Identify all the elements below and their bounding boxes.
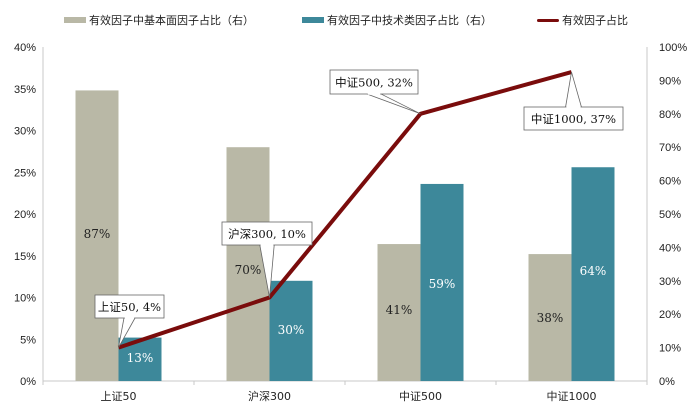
callout-label: 中证1000, 37%: [531, 112, 616, 126]
category-label: 上证50: [101, 390, 137, 403]
legend-swatch-fundamental: [64, 17, 86, 23]
legend-swatch-technical: [302, 17, 324, 23]
bar-value-label: 70%: [235, 263, 262, 277]
right-axis-tick: 50%: [659, 209, 681, 221]
left-axis-tick: 40%: [14, 42, 36, 54]
bar-value-label: 59%: [429, 277, 456, 291]
right-axis-tick: 70%: [659, 142, 681, 154]
chart-legend: 有效因子中基本面因子占比（右） 有效因子中技术类因子占比（右） 有效因子占比: [0, 6, 700, 30]
legend-label-technical: 有效因子中技术类因子占比（右）: [327, 14, 492, 27]
right-axis-tick: 20%: [659, 309, 681, 321]
callout-label: 中证500, 32%: [335, 76, 413, 90]
legend-item-technical: 有效因子中技术类因子占比（右）: [302, 12, 492, 28]
effective-factor-polyline: [117, 70, 573, 350]
callout-label: 沪深300, 10%: [228, 227, 306, 241]
right-axis-tick: 30%: [659, 276, 681, 288]
bar-value-label: 64%: [580, 264, 607, 278]
legend-swatch-effective: [537, 18, 559, 22]
legend-label-effective: 有效因子占比: [562, 14, 628, 27]
left-axis-tick: 20%: [14, 209, 36, 221]
bars: 87% 13% 70% 30% 41% 59% 38% 64%: [75, 90, 615, 382]
right-axis-tick: 40%: [659, 242, 681, 254]
bar-value-label: 41%: [386, 303, 413, 317]
left-axis-tick: 35%: [14, 84, 36, 96]
left-axis-tick: 30%: [14, 126, 36, 138]
callout-pointer: [565, 71, 582, 108]
left-axis-tick: 15%: [14, 251, 36, 263]
left-axis-tick: 0%: [20, 376, 36, 388]
technical-bar: [269, 280, 313, 381]
left-axis-tick: 5%: [20, 334, 36, 346]
bar-value-label: 87%: [84, 227, 111, 241]
right-axis-tick: 100%: [659, 42, 687, 54]
bar-value-label: 13%: [127, 351, 154, 365]
right-axis-tick: 90%: [659, 75, 681, 87]
right-axis-tick: 60%: [659, 176, 681, 188]
callout-pointer: [366, 93, 421, 115]
left-axis-tick: 10%: [14, 293, 36, 305]
category-label: 中证1000: [547, 390, 597, 403]
callouts: 上证50, 4% 沪深300, 10% 中证500, 32% 中证1000, 37%: [94, 69, 624, 348]
legend-label-fundamental: 有效因子中基本面因子占比（右）: [89, 14, 254, 27]
legend-item-fundamental: 有效因子中基本面因子占比（右）: [64, 12, 254, 28]
fundamental-bar: [377, 244, 421, 381]
axes: 0% 5% 10% 15% 20% 25% 30% 35% 40% 0% 10% 20% 30% 40% 5…: [14, 42, 687, 403]
legend-item-effective: 有效因子占比: [537, 12, 628, 28]
category-label: 中证500: [399, 390, 442, 403]
right-axis-tick: 80%: [659, 109, 681, 121]
effective-factor-line: [117, 70, 573, 350]
callout-box: [329, 69, 419, 95]
category-label: 沪深300: [248, 389, 291, 403]
callout-label: 上证50, 4%: [98, 300, 161, 314]
technical-bar: [420, 183, 464, 381]
left-axis-tick: 25%: [14, 167, 36, 179]
fundamental-bar: [226, 147, 270, 381]
right-axis-tick: 0%: [659, 376, 675, 388]
bar-value-label: 30%: [278, 323, 305, 337]
bar-value-label: 38%: [537, 311, 564, 325]
fundamental-bar: [528, 254, 572, 381]
fundamental-bar: [75, 90, 119, 382]
technical-bar: [571, 167, 615, 381]
right-axis-tick: 10%: [659, 343, 681, 355]
